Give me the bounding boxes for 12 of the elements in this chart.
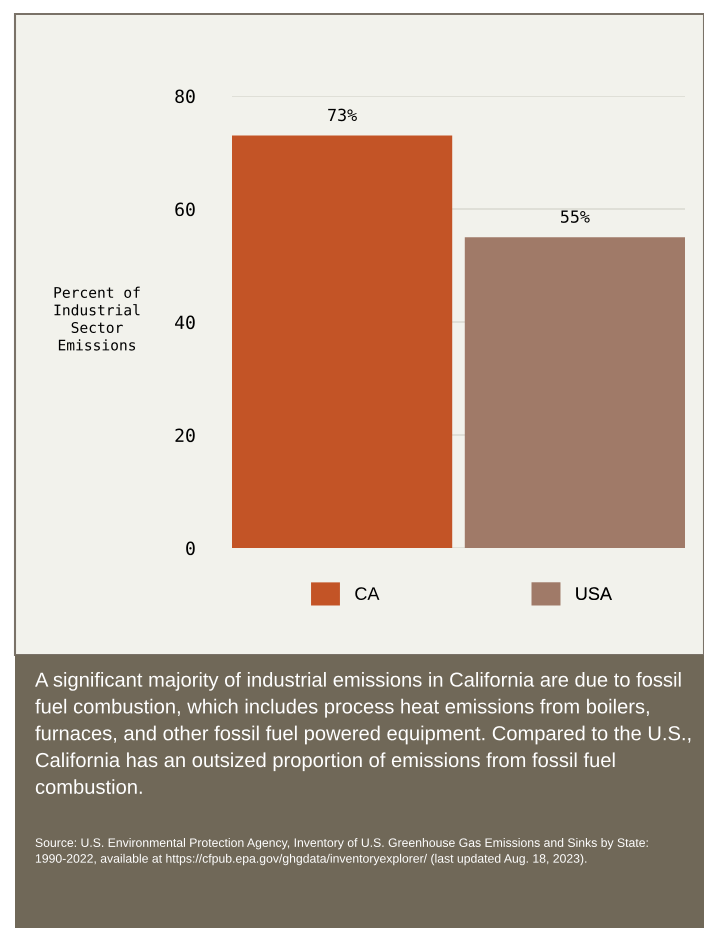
y-tick-label: 80 bbox=[175, 90, 195, 104]
data-label: 55% bbox=[561, 210, 590, 223]
y-tick-label: 20 bbox=[175, 428, 195, 442]
legend-label: CA bbox=[355, 587, 380, 600]
source-note: Source: U.S. Environmental Protection Agency, Inventory of U.S. Greenhouse Gas Emissions and Sinks by State: 1990-2022, available at https://cfpub.epa.gov/ghgdata/inventoryexplorer/ (last updated Aug. 18, 2023). bbox=[36, 838, 648, 866]
data-label: 73% bbox=[328, 108, 357, 122]
y-tick-label: 40 bbox=[175, 316, 195, 330]
y-tick-label: 60 bbox=[175, 202, 195, 216]
y-tick-label: 0 bbox=[186, 542, 195, 556]
legend-label: USA bbox=[576, 587, 612, 600]
y-axis-title: Percent of Industrial Sector Emissions bbox=[54, 286, 140, 351]
text: A significant majority of industrial emissions in California are due to fossil fuel combustion, which includes process heat emissions from boilers, furnaces, and other fossil fuel powered equipment. Compared to the U.S., California has an outsized proportion of emissions from fossil fuel combustion. bbox=[35, 672, 690, 794]
